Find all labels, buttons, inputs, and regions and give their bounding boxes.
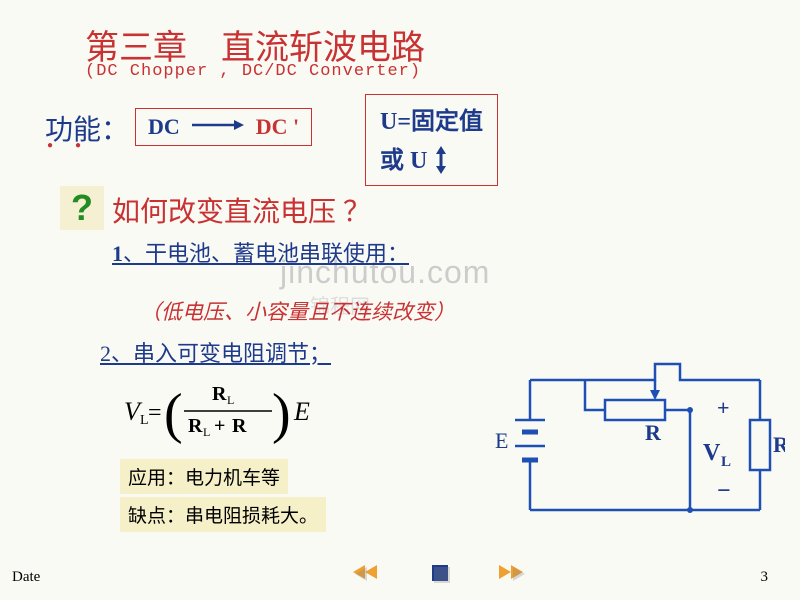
dc-input: DC	[148, 114, 180, 139]
resistor-RL	[750, 420, 770, 470]
slide: 第三章 直流斩波电路 (DC Chopper , DC/DC Converter…	[0, 0, 800, 600]
formula-den-R: R	[232, 415, 247, 437]
question-text: 如何改变直流电压 ？	[112, 190, 371, 230]
u-fixed: U=固定值	[380, 101, 483, 136]
formula-num-R: R	[212, 383, 227, 405]
u-symbol: U	[410, 148, 427, 174]
formula-eq: =	[148, 400, 162, 426]
label-R: R	[645, 420, 662, 445]
application-row: 应用：电力机车等	[120, 459, 288, 494]
item-text: 、串入可变电阻调节；	[111, 341, 331, 366]
formula-plus: +	[214, 415, 225, 437]
paren-left: (	[164, 383, 183, 445]
u-variable: 或 U	[380, 140, 483, 175]
formula-den-RL: R	[188, 415, 203, 437]
formula-den-L: L	[203, 425, 210, 439]
method-1: 1、干电池、蓄电池串联使用：	[112, 236, 409, 268]
node-dot	[687, 407, 693, 413]
label-VL-sub: L	[721, 454, 731, 470]
or-text: 或	[380, 148, 410, 174]
dc-output: DC '	[256, 114, 299, 139]
wire	[585, 380, 605, 410]
circuit-diagram: E R + V L − R L	[485, 360, 785, 535]
nav-buttons	[330, 563, 552, 588]
question-icon: ?	[60, 186, 104, 230]
formula-num-L: L	[227, 393, 234, 407]
function-colon: ：	[101, 115, 129, 146]
stop-button[interactable]	[430, 563, 452, 588]
app-text: 电力机车等	[185, 468, 280, 489]
updown-arrow-icon	[433, 146, 449, 174]
item-number: 1	[112, 241, 123, 266]
method-2: 2、串入可变电阻调节；	[100, 336, 331, 368]
node-dot	[687, 507, 693, 513]
wire	[665, 410, 690, 510]
method-1-note: （低电压、小容量且不连续改变）	[140, 296, 455, 326]
resistor-R	[605, 400, 665, 420]
u-value-box: U=固定值 或 U	[365, 94, 498, 186]
emphasis-dot: ●	[47, 140, 53, 151]
next-button[interactable]	[496, 563, 532, 588]
function-label: 功能： ● ●	[45, 108, 129, 148]
label-RL: R	[773, 432, 785, 457]
app-label: 应用：	[128, 468, 185, 489]
drawback-label: 缺点：	[128, 506, 185, 527]
page-number: 3	[761, 569, 769, 586]
prev-button[interactable]	[350, 563, 386, 588]
emphasis-dot: ●	[75, 140, 81, 151]
formula-E: E	[293, 397, 310, 426]
paren-right: )	[272, 383, 291, 445]
dc-conversion-box: DC DC '	[135, 108, 312, 146]
arrow-icon	[190, 118, 246, 137]
drawback-row: 缺点：串电阻损耗大。	[120, 497, 326, 532]
wiper-arrow-icon	[650, 390, 660, 400]
footer-date: Date	[12, 569, 40, 586]
drawback-text: 串电阻损耗大。	[185, 506, 318, 527]
label-minus: −	[717, 478, 731, 504]
voltage-formula: V L = ( R L R L + R ) E	[120, 376, 340, 452]
label-E: E	[495, 428, 508, 453]
wire-top	[530, 364, 760, 380]
item-text: 、干电池、蓄电池串联使用：	[123, 241, 409, 266]
chapter-subtitle: (DC Chopper , DC/DC Converter)	[85, 62, 421, 81]
label-VL: V	[703, 440, 721, 466]
item-number: 2	[100, 341, 111, 366]
label-plus: +	[717, 395, 730, 420]
